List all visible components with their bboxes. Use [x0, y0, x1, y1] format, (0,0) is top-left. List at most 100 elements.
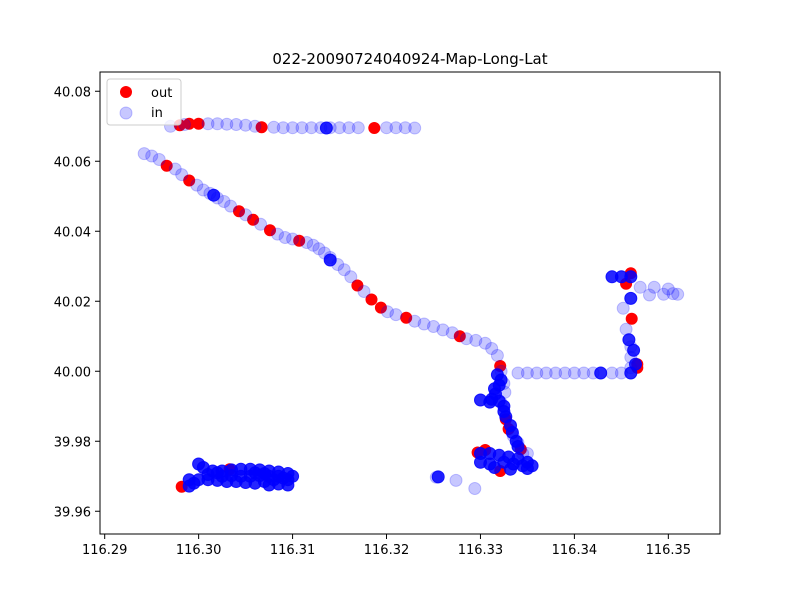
point-out-3 [255, 121, 268, 134]
x-tick-label: 116.32 [364, 543, 410, 558]
point-in-27 [511, 440, 525, 453]
point-in-2 [323, 253, 337, 267]
point-out-6 [183, 174, 196, 187]
point-in-58 [490, 349, 504, 362]
point-in-47 [381, 305, 394, 319]
point-in-43 [431, 470, 445, 484]
x-tick-label: 116.30 [176, 543, 222, 558]
point-in-11 [295, 121, 309, 135]
point-in-81 [210, 466, 224, 480]
chart-title: 022-20090724040924-Map-Long-Lat [272, 50, 547, 68]
point-in-2 [201, 117, 215, 131]
point-in-5 [229, 118, 243, 131]
point-in-85 [661, 282, 675, 296]
point-in-51 [427, 320, 440, 333]
point-in-84 [647, 280, 661, 294]
point-in-10 [286, 121, 300, 135]
x-tick-label: 116.33 [458, 543, 504, 558]
point-in-7 [627, 343, 641, 357]
point-in-88 [657, 287, 671, 301]
point-in-12 [304, 121, 318, 135]
point-in-92 [468, 482, 482, 495]
point-in-50 [417, 317, 431, 331]
point-in-0 [319, 121, 333, 135]
point-in-55 [469, 333, 483, 347]
point-in-24 [152, 153, 166, 166]
point-in-56 [478, 336, 492, 350]
point-in-19 [389, 121, 403, 135]
point-in-44 [337, 263, 351, 277]
y-tick-label: 40.02 [54, 295, 91, 310]
point-in-46 [357, 285, 371, 298]
x-axis: 116.29 116.30 116.31 116.32 116.33 116.34 116.… [82, 534, 691, 558]
point-in-72 [558, 366, 572, 380]
axes-frame [99, 71, 721, 535]
point-in-70 [539, 366, 553, 380]
point-in-36 [278, 231, 292, 244]
point-in-87 [643, 288, 656, 302]
point-in-33 [239, 208, 253, 222]
x-tick-label: 116.29 [82, 543, 128, 558]
point-in-57 [485, 342, 499, 355]
point-in-39 [306, 238, 320, 252]
x-tick-label: 116.31 [270, 543, 316, 558]
point-in-11 [614, 270, 628, 284]
y-tick-label: 40.06 [54, 155, 91, 170]
point-in-68 [182, 479, 196, 493]
point-in-82 [616, 301, 630, 315]
point-in-53 [445, 326, 459, 340]
point-in-78 [262, 478, 276, 492]
point-in-8 [622, 333, 636, 347]
point-out-14 [400, 311, 413, 324]
point-in-49 [408, 314, 422, 328]
point-in-3 [210, 117, 224, 131]
point-in-28 [196, 183, 210, 197]
point-in-15 [333, 121, 346, 135]
y-tick-label: 40.04 [54, 225, 91, 240]
point-in-71 [549, 366, 563, 380]
legend-label-out: out [151, 86, 172, 101]
point-in-18 [380, 121, 393, 135]
point-in-89 [666, 287, 680, 301]
point-in-22 [137, 147, 151, 161]
point-out-10 [293, 234, 306, 247]
point-in-40 [312, 242, 326, 256]
point-in-54 [459, 332, 473, 346]
point-in-21 [408, 121, 422, 135]
legend-marker-out [120, 86, 132, 98]
point-in-48 [389, 308, 403, 322]
legend: out in [106, 78, 182, 126]
point-in-32 [224, 199, 238, 213]
y-tick-label: 39.96 [54, 505, 91, 520]
point-out-8 [247, 213, 260, 226]
legend-marker-in [119, 106, 133, 120]
x-tick-label: 116.35 [646, 543, 692, 558]
series-group-in-dense [182, 121, 642, 493]
point-in-68 [520, 366, 534, 380]
x-tick-label: 116.34 [552, 543, 598, 558]
series-group-in [137, 117, 685, 495]
point-out-1 [183, 117, 196, 130]
point-in-86 [671, 287, 685, 301]
point-in-41 [488, 461, 501, 474]
point-out-7 [233, 205, 245, 218]
point-in-8 [267, 120, 281, 134]
point-in-73 [567, 366, 581, 380]
point-in-79 [281, 478, 295, 492]
point-out-12 [365, 293, 378, 306]
y-tick-label: 40.08 [54, 85, 91, 100]
point-in-91 [449, 473, 463, 487]
point-in-16 [342, 121, 356, 135]
point-in-25 [168, 162, 182, 176]
point-out-5 [160, 159, 173, 172]
point-in-23 [145, 149, 159, 163]
point-in-67 [511, 366, 525, 380]
point-in-6 [629, 357, 642, 371]
legend-label-in: in [151, 106, 163, 121]
y-tick-label: 40.00 [54, 365, 91, 380]
point-in-4 [220, 117, 234, 131]
point-out-9 [264, 224, 276, 237]
point-in-69 [530, 366, 544, 380]
